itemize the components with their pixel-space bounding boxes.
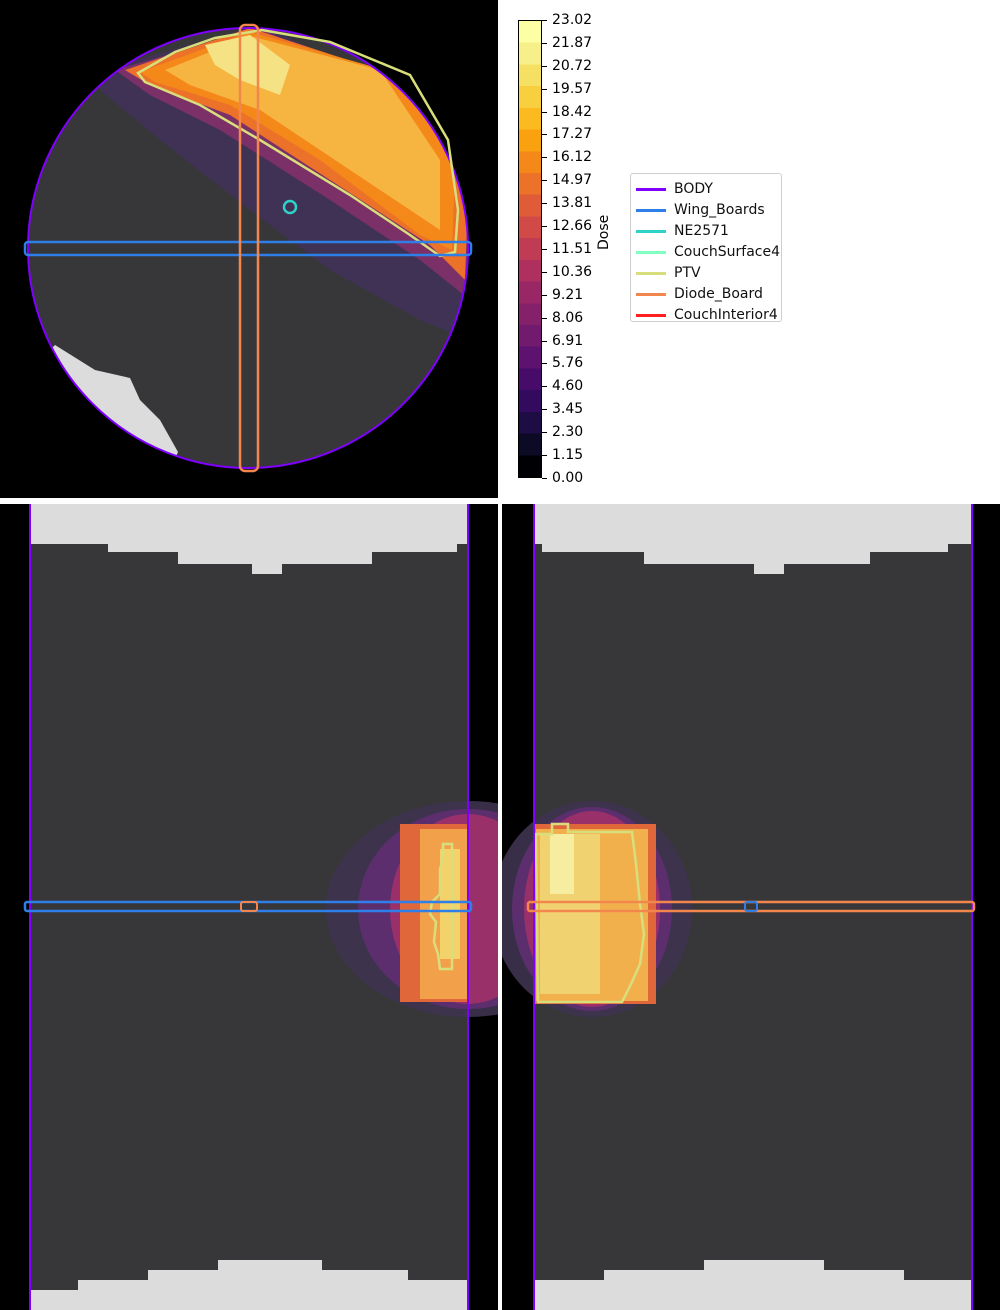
body-contour	[27, 27, 469, 469]
couch-bottom	[534, 1260, 972, 1310]
ptv-contour-coronal	[534, 822, 646, 1004]
colorbar-tick-mark	[542, 65, 547, 67]
colorbar-tick-label: 12.66	[552, 218, 593, 235]
colorbar-tick-mark	[542, 42, 547, 44]
colorbar-tick-label: 19.57	[552, 80, 593, 97]
legend-item: Diode_Board	[631, 283, 781, 304]
diode-board-contour-sagittal	[240, 901, 258, 912]
colorbar-tick-mark	[542, 294, 547, 296]
legend-item: PTV	[631, 262, 781, 283]
dose-max	[550, 834, 574, 894]
colorbar-tick-label: 3.45	[552, 401, 584, 418]
legend-swatch	[636, 272, 666, 275]
legend-item: BODY	[631, 178, 781, 199]
wing-boards-contour	[23, 240, 473, 257]
colorbar-tick-label: 5.76	[552, 355, 584, 372]
colorbar-tick-label: 0.00	[552, 470, 584, 486]
colorbar-tick-mark	[542, 203, 547, 205]
legend-label: CouchInterior4	[674, 307, 778, 323]
colorbar-tick-label: 20.72	[552, 57, 593, 74]
axial-view	[0, 0, 498, 498]
colorbar-tick-mark	[542, 20, 547, 21]
axial-view-svg	[23, 23, 473, 473]
colorbar-tick-label: 14.97	[552, 172, 593, 189]
couch-top	[30, 504, 468, 574]
legend-swatch	[636, 209, 666, 212]
dose-level-max	[205, 35, 290, 95]
couch-bottom	[30, 1260, 468, 1310]
colorbar-tick-mark	[542, 180, 547, 182]
legend-label: NE2571	[674, 223, 729, 239]
colorbar-tick-label: 9.21	[552, 286, 584, 303]
colorbar-tick-mark	[542, 386, 547, 388]
colorbar-tick-label: 6.91	[552, 332, 584, 349]
legend-item: CouchInterior4	[631, 304, 781, 325]
colorbar-tick-label: 21.87	[552, 34, 593, 51]
legend-label: Diode_Board	[674, 286, 763, 302]
colorbar-tick-mark	[542, 157, 547, 159]
colorbar-tick-mark	[542, 134, 547, 136]
colorbar-tick-label: 11.51	[552, 241, 593, 257]
colorbar-tick-label: 17.27	[552, 126, 593, 143]
colorbar-tick-label: 10.36	[552, 263, 593, 280]
colorbar-tick-label: 1.15	[552, 447, 584, 464]
colorbar-tick-mark	[542, 111, 547, 113]
dose-level-top	[165, 36, 440, 230]
colorbar-ticks: 0.00 1.15 2.30 3.45 4.60 5.76 6.91 8.06 9.21 10.3…	[542, 12, 602, 486]
ne2571-contour	[282, 199, 298, 215]
legend-label: Wing_Boards	[674, 202, 765, 218]
colorbar-tick-label: 2.30	[552, 424, 584, 441]
legend-swatch	[636, 230, 666, 233]
legend-swatch	[636, 314, 666, 317]
colorbar-tick-mark	[542, 455, 547, 457]
legend-item: Wing_Boards	[631, 199, 781, 220]
colorbar-tick-mark	[542, 409, 547, 411]
colorbar-tick-mark	[542, 478, 547, 479]
colorbar-tick-mark	[542, 432, 547, 434]
dose-colorbar	[518, 20, 542, 478]
ptv-contour	[136, 28, 460, 258]
legend-item: NE2571	[631, 220, 781, 241]
colorbar-tick-mark	[542, 340, 547, 342]
colorbar-tick-label: 18.42	[552, 103, 593, 120]
legend-swatch	[636, 188, 666, 191]
legend-item: CouchSurface4	[631, 241, 781, 262]
colorbar-tick-mark	[542, 249, 547, 250]
legend-label: PTV	[674, 265, 701, 281]
colorbar-tick-mark	[542, 88, 547, 90]
legend-swatch	[636, 251, 666, 254]
colorbar-tick-mark	[542, 271, 547, 273]
colorbar-label: Dose	[596, 214, 612, 250]
coronal-view	[502, 504, 1000, 1310]
colorbar-tick-mark	[542, 317, 547, 319]
colorbar-tick-label: 4.60	[552, 378, 584, 395]
structure-legend: BODY Wing_Boards NE2571 CouchSurface4 PTV Dio…	[630, 173, 782, 325]
colorbar-tick-mark	[542, 226, 547, 228]
coronal-view-svg	[502, 504, 976, 1310]
legend-label: BODY	[674, 181, 713, 197]
ptv-contour-sagittal	[428, 842, 454, 971]
sagittal-view	[0, 504, 498, 1310]
colorbar-tick-label: 23.02	[552, 12, 593, 28]
colorbar-tick-label: 16.12	[552, 149, 593, 166]
colorbar-tick-label: 8.06	[552, 309, 584, 326]
wing-boards-contour-coronal	[744, 901, 758, 912]
colorbar-tick-mark	[542, 363, 547, 365]
sagittal-view-svg	[23, 504, 498, 1310]
colorbar-tick-label: 13.81	[552, 195, 593, 212]
diode-board-contour	[238, 23, 260, 473]
legend-swatch	[636, 293, 666, 296]
dose-max	[440, 849, 460, 959]
legend-label: CouchSurface4	[674, 244, 781, 260]
couch-top	[534, 504, 972, 574]
